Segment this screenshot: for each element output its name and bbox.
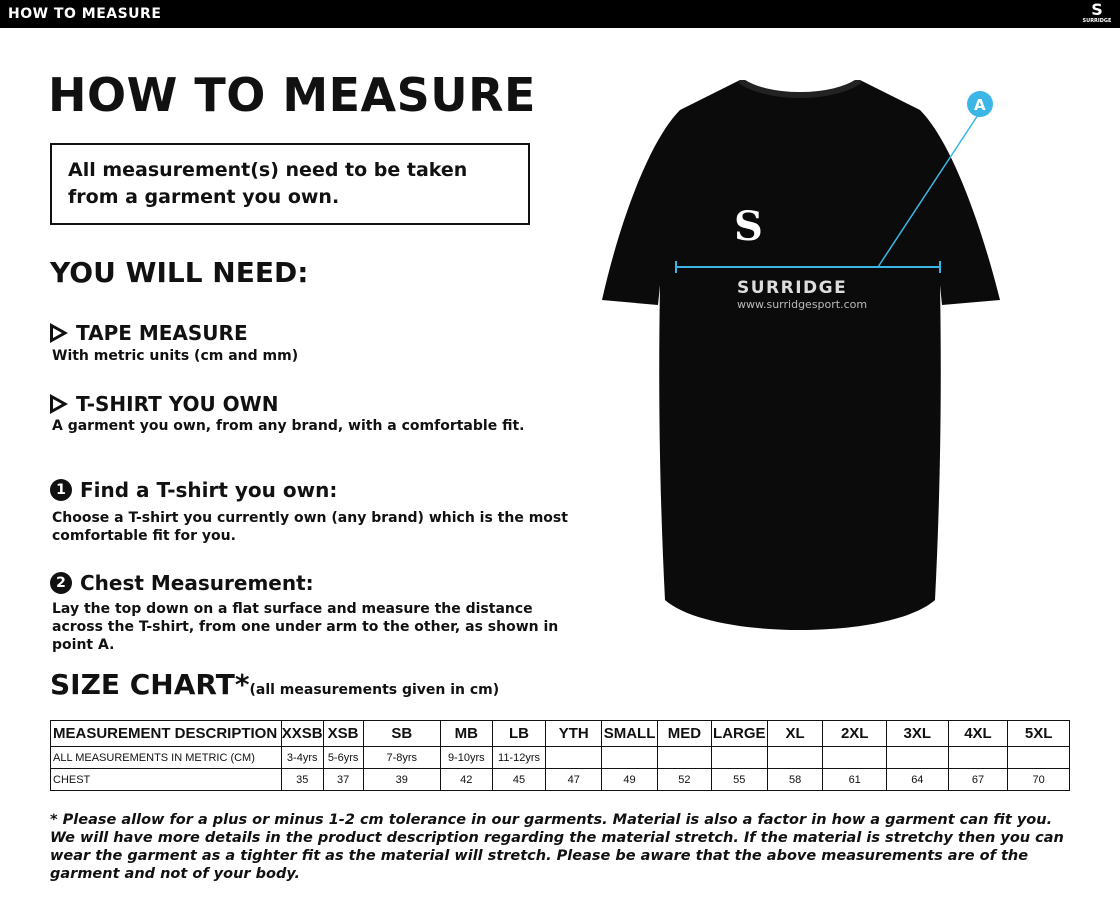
table-cell: 64 — [886, 768, 949, 791]
column-header: LB — [491, 720, 547, 747]
step-desc: Choose a T-shirt you currently own (any … — [52, 510, 568, 544]
step-1: 1 Find a T-shirt you own: — [50, 478, 337, 502]
table-cell — [545, 746, 603, 769]
table-cell: 3-4yrs — [280, 746, 324, 769]
play-arrow-icon — [50, 323, 68, 343]
size-chart-table: MEASUREMENT DESCRIPTION XXSB XSB SB MB LB YTH S… — [50, 720, 1070, 791]
table-cell: 9-10yrs — [439, 746, 493, 769]
shirt-url: www.surridgesport.com — [737, 298, 867, 311]
column-header: XXSB — [280, 720, 324, 747]
table-header-row: MEASUREMENT DESCRIPTION XXSB XSB SB MB LB YTH S… — [50, 720, 1070, 747]
table-cell: 45 — [491, 768, 547, 791]
table-cell: 52 — [657, 768, 712, 791]
column-header: XL — [766, 720, 824, 747]
step-number-icon: 2 — [50, 572, 72, 594]
need-tshirt: T-SHIRT YOU OWN — [50, 392, 278, 416]
size-chart-note: (all measurements given in cm) — [249, 682, 500, 698]
table-cell — [657, 746, 712, 769]
table-cell — [1007, 746, 1070, 769]
column-header: 5XL — [1007, 720, 1070, 747]
table-cell: 47 — [545, 768, 603, 791]
tshirt-illustration: S SURRIDGE www.surridgesport.com A — [602, 80, 1000, 630]
column-header: YTH — [545, 720, 603, 747]
table-cell: 42 — [439, 768, 493, 791]
step-number-icon: 1 — [50, 479, 72, 501]
svg-text:A: A — [974, 96, 986, 114]
table-cell: 7-8yrs — [362, 746, 441, 769]
table-cell: 67 — [947, 768, 1009, 791]
top-bar: HOW TO MEASURE S SURRIDGE — [0, 0, 1120, 28]
table-cell — [822, 746, 887, 769]
notice-box: All measurement(s) need to be taken from… — [50, 143, 530, 225]
step-desc: Lay the top down on a flat surface and m… — [52, 601, 559, 653]
column-header: 2XL — [822, 720, 887, 747]
header-title: HOW TO MEASURE — [8, 6, 162, 22]
need-desc: With metric units (cm and mm) — [52, 348, 299, 364]
table-cell — [710, 746, 768, 769]
table-cell: CHEST — [50, 768, 282, 791]
table-cell: ALL MEASUREMENTS IN METRIC (CM) — [50, 746, 282, 769]
column-header: XSB — [322, 720, 364, 747]
table-cell: 35 — [280, 768, 324, 791]
table-cell: 55 — [710, 768, 768, 791]
column-header: MEASUREMENT DESCRIPTION — [50, 720, 282, 747]
surridge-logo: S SURRIDGE — [1082, 0, 1112, 25]
table-row: CHEST 35 37 39 42 45 47 49 52 55 58 61 64 67 70 — [50, 768, 1070, 791]
column-header: MB — [439, 720, 493, 747]
table-row: ALL MEASUREMENTS IN METRIC (CM) 3-4yrs 5-6… — [50, 746, 1070, 769]
column-header: MED — [657, 720, 712, 747]
table-cell — [766, 746, 824, 769]
page-title: HOW TO MEASURE — [48, 68, 536, 122]
step-2: 2 Chest Measurement: — [50, 571, 314, 595]
table-cell — [601, 746, 659, 769]
column-header: SB — [362, 720, 441, 747]
s-logo-icon: S — [734, 203, 763, 250]
point-a-marker — [967, 91, 993, 117]
footnote: * Please allow for a plus or minus 1-2 c… — [50, 812, 1064, 882]
table-cell: 39 — [362, 768, 441, 791]
table-cell: 37 — [322, 768, 364, 791]
need-desc: A garment you own, from any brand, with … — [52, 418, 525, 434]
table-cell: 61 — [822, 768, 887, 791]
need-tape-measure: TAPE MEASURE — [50, 321, 248, 345]
column-header: 3XL — [886, 720, 949, 747]
play-arrow-icon — [50, 394, 68, 414]
table-cell: 5-6yrs — [322, 746, 364, 769]
need-title: YOU WILL NEED: — [50, 256, 309, 289]
tshirt-body — [602, 80, 1000, 630]
column-header: SMALL — [601, 720, 659, 747]
table-cell — [886, 746, 949, 769]
column-header: LARGE — [710, 720, 768, 747]
column-header: 4XL — [947, 720, 1009, 747]
table-cell: 11-12yrs — [491, 746, 547, 769]
table-cell: 58 — [766, 768, 824, 791]
table-cell — [947, 746, 1009, 769]
shirt-brand: SURRIDGE — [737, 278, 847, 298]
table-cell: 49 — [601, 768, 659, 791]
size-chart-title: SIZE CHART*(all measurements given in cm… — [50, 668, 500, 701]
table-cell: 70 — [1007, 768, 1070, 791]
